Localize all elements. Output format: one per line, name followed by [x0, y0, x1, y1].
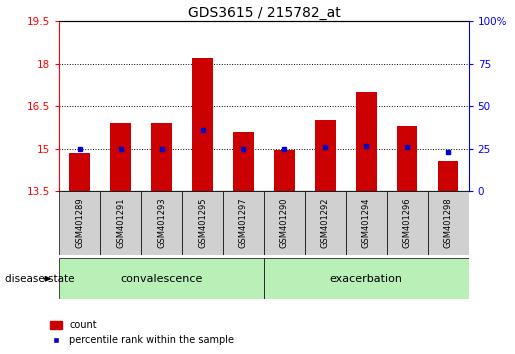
Text: GSM401290: GSM401290 [280, 198, 289, 248]
Text: convalescence: convalescence [121, 274, 203, 284]
Bar [305, 191, 346, 255]
Bar [264, 258, 469, 299]
Text: GSM401292: GSM401292 [321, 198, 330, 248]
Text: GSM401295: GSM401295 [198, 198, 207, 248]
Bar [356, 92, 376, 191]
Bar [264, 191, 305, 255]
Bar [59, 258, 264, 299]
Bar [387, 191, 427, 255]
Bar [151, 122, 172, 191]
Text: GSM401297: GSM401297 [239, 198, 248, 249]
Bar [70, 153, 90, 191]
Bar [397, 126, 418, 191]
Text: GSM401291: GSM401291 [116, 198, 125, 248]
Bar [233, 132, 254, 191]
Bar [100, 191, 141, 255]
Bar [346, 191, 387, 255]
Bar [192, 58, 213, 191]
Bar [427, 191, 469, 255]
Title: GDS3615 / 215782_at: GDS3615 / 215782_at [187, 6, 340, 20]
Bar [274, 150, 295, 191]
Text: exacerbation: exacerbation [330, 274, 403, 284]
Bar [110, 123, 131, 191]
Text: GSM401298: GSM401298 [444, 198, 453, 249]
Text: GSM401294: GSM401294 [362, 198, 371, 248]
Bar [59, 191, 100, 255]
Bar [223, 191, 264, 255]
Text: GSM401296: GSM401296 [403, 198, 411, 249]
Bar [438, 161, 458, 191]
Bar [315, 120, 336, 191]
Text: disease state: disease state [5, 274, 75, 284]
Bar [182, 191, 223, 255]
Text: GSM401289: GSM401289 [75, 198, 84, 249]
Text: GSM401293: GSM401293 [157, 198, 166, 249]
Bar [141, 191, 182, 255]
Legend: count, percentile rank within the sample: count, percentile rank within the sample [46, 316, 238, 349]
